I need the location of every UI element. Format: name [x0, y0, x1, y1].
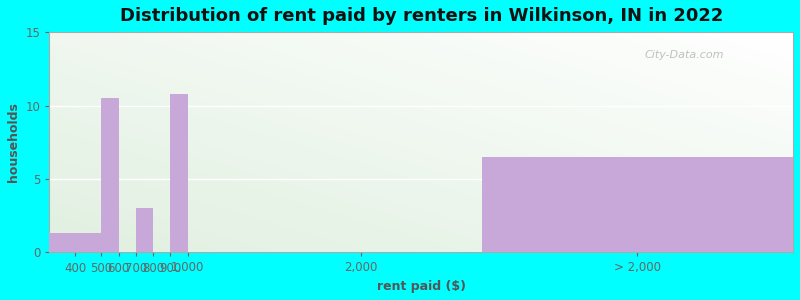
Bar — [170, 94, 188, 253]
Text: City-Data.com: City-Data.com — [644, 50, 724, 60]
Bar — [102, 98, 118, 253]
Bar — [136, 208, 153, 253]
Title: Distribution of rent paid by renters in Wilkinson, IN in 2022: Distribution of rent paid by renters in … — [119, 7, 723, 25]
Bar — [482, 157, 793, 253]
Bar — [50, 233, 102, 253]
X-axis label: rent paid ($): rent paid ($) — [377, 280, 466, 293]
Y-axis label: households: households — [7, 102, 20, 182]
